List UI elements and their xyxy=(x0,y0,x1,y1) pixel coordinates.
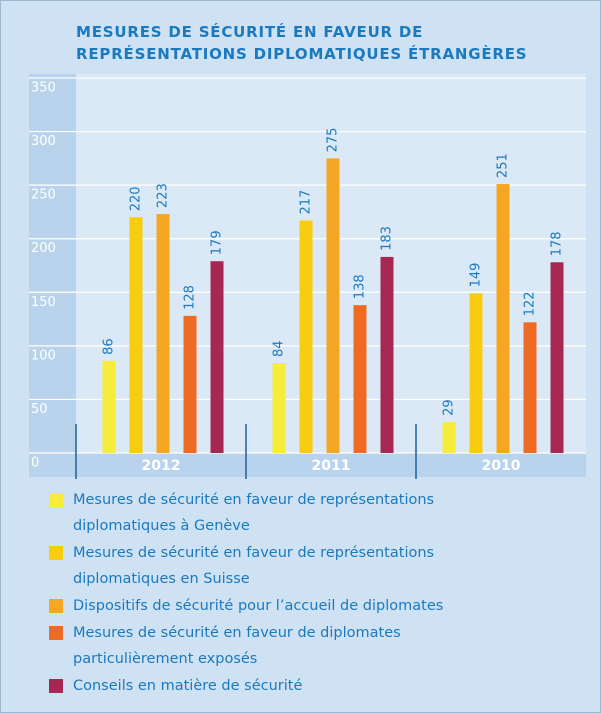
value-label: 183 xyxy=(380,226,395,251)
bar xyxy=(442,421,456,453)
value-label: 217 xyxy=(299,190,314,215)
value-label: 223 xyxy=(156,183,171,208)
value-label: 86 xyxy=(102,338,117,355)
value-label: 178 xyxy=(550,231,565,256)
bar xyxy=(380,256,394,453)
value-label: 149 xyxy=(469,263,484,288)
chart-title: Mesures de sécurité en faveur de représe… xyxy=(76,23,528,63)
category-band xyxy=(29,453,586,477)
bar xyxy=(129,217,143,453)
legend-label: Mesures de sécurité en faveur de représe… xyxy=(73,492,435,534)
x-tick-label: 2011 xyxy=(312,458,351,474)
bar xyxy=(183,315,197,453)
legend-item: Dispositifs de sécurité pour l’accueil d… xyxy=(49,593,513,619)
value-label: 220 xyxy=(129,186,144,211)
y-tick-label: 150 xyxy=(31,295,56,310)
bar xyxy=(550,262,564,453)
bar xyxy=(156,214,170,453)
bar xyxy=(102,360,116,453)
y-tick-label: 50 xyxy=(31,402,48,417)
legend-swatch xyxy=(49,626,63,640)
bar xyxy=(496,184,510,454)
bar xyxy=(523,322,537,453)
y-tick-label: 100 xyxy=(31,348,56,363)
legend-item: Mesures de sécurité en faveur de représe… xyxy=(49,540,513,592)
y-tick-label: 350 xyxy=(31,81,56,96)
bar xyxy=(353,305,367,453)
y-tick-label: 300 xyxy=(31,134,56,149)
legend-item: Mesures de sécurité en faveur de représe… xyxy=(49,487,513,539)
value-label: 128 xyxy=(183,285,198,310)
legend-swatch xyxy=(49,546,63,560)
value-label: 138 xyxy=(353,274,368,299)
x-tick-label: 2010 xyxy=(482,458,521,474)
value-label: 251 xyxy=(496,153,511,178)
value-label: 84 xyxy=(272,340,287,357)
legend-swatch xyxy=(49,599,63,613)
legend-swatch xyxy=(49,679,63,693)
x-tick-label: 2012 xyxy=(142,458,181,474)
bar xyxy=(469,293,483,453)
legend-swatch xyxy=(49,493,63,507)
y-tick-label: 0 xyxy=(31,456,39,471)
value-label: 29 xyxy=(442,399,457,416)
value-label: 122 xyxy=(523,291,538,316)
legend-item: Conseils en matière de sécurité xyxy=(49,673,513,699)
y-tick-label: 200 xyxy=(31,241,56,256)
legend-label: Mesures de sécurité en faveur de diploma… xyxy=(73,625,401,667)
value-label: 179 xyxy=(210,230,225,255)
axis-panel xyxy=(29,74,76,476)
legend-label: Dispositifs de sécurité pour l’accueil d… xyxy=(73,598,444,614)
bar xyxy=(272,363,286,453)
y-tick-label: 250 xyxy=(31,188,56,203)
value-label: 275 xyxy=(326,128,341,153)
legend: Mesures de sécurité en faveur de représe… xyxy=(49,487,513,700)
bar xyxy=(210,261,224,453)
legend-label: Conseils en matière de sécurité xyxy=(73,678,303,694)
legend-item: Mesures de sécurité en faveur de diploma… xyxy=(49,620,513,672)
bar xyxy=(299,220,313,453)
legend-label: Mesures de sécurité en faveur de représe… xyxy=(73,545,435,587)
bar xyxy=(326,158,340,453)
